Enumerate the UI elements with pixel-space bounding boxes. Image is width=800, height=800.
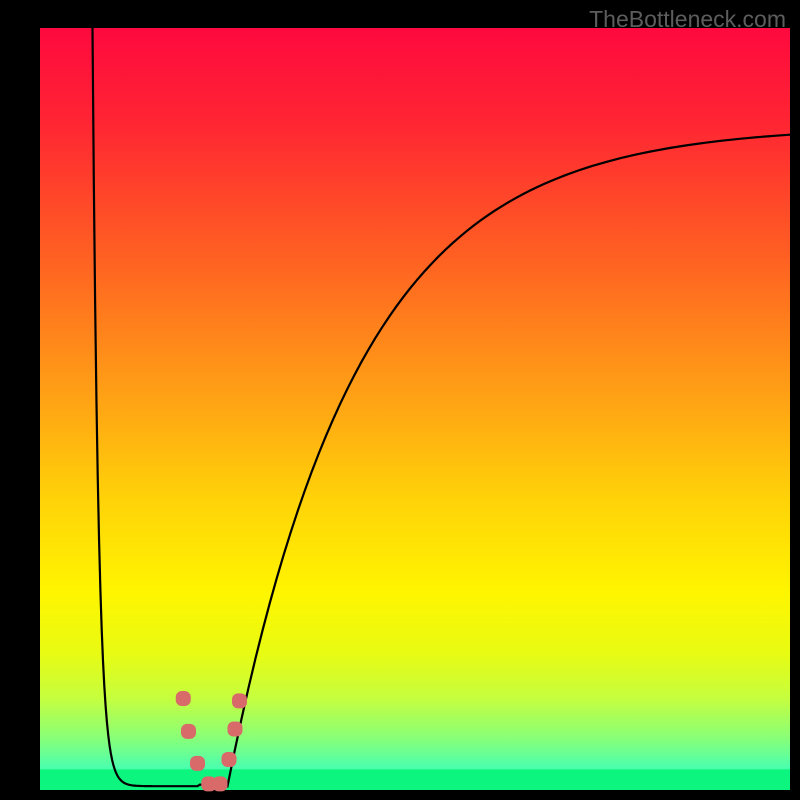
data-marker bbox=[228, 722, 243, 737]
bottleneck-plot bbox=[0, 0, 800, 800]
data-marker bbox=[213, 776, 228, 791]
data-marker bbox=[232, 693, 247, 708]
watermark-text: TheBottleneck.com bbox=[589, 6, 786, 33]
gradient-background bbox=[40, 28, 790, 790]
data-marker bbox=[181, 724, 196, 739]
data-marker bbox=[176, 691, 191, 706]
data-marker bbox=[222, 752, 237, 767]
chart-container: TheBottleneck.com bbox=[0, 0, 800, 800]
data-marker bbox=[190, 756, 205, 771]
